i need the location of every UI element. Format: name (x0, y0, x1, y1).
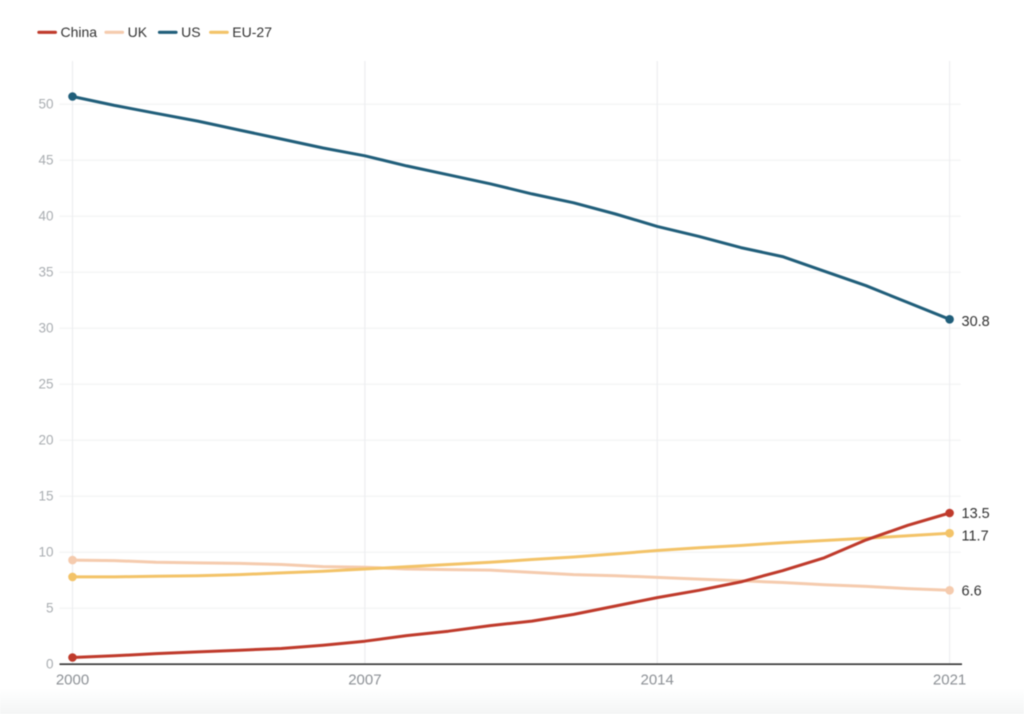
svg-text:50: 50 (38, 97, 53, 112)
svg-text:10: 10 (38, 545, 53, 560)
svg-text:30: 30 (38, 321, 53, 336)
svg-text:35: 35 (38, 265, 53, 280)
svg-text:40: 40 (38, 209, 53, 224)
svg-text:25: 25 (38, 377, 53, 392)
svg-text:13.5: 13.5 (962, 506, 990, 522)
svg-text:EU-27: EU-27 (232, 24, 272, 40)
svg-text:2021: 2021 (933, 672, 966, 689)
svg-text:11.7: 11.7 (962, 529, 989, 545)
svg-text:2000: 2000 (56, 672, 89, 689)
svg-text:2007: 2007 (348, 672, 381, 689)
svg-text:2014: 2014 (641, 672, 674, 689)
svg-text:30.8: 30.8 (962, 314, 990, 330)
svg-text:5: 5 (46, 601, 54, 616)
svg-text:0: 0 (46, 657, 54, 672)
svg-text:US: US (181, 24, 200, 40)
svg-text:20: 20 (38, 433, 53, 448)
svg-text:45: 45 (38, 153, 53, 168)
svg-text:China: China (61, 24, 98, 40)
svg-text:15: 15 (38, 489, 53, 504)
svg-text:UK: UK (128, 24, 148, 40)
svg-text:6.6: 6.6 (962, 583, 982, 599)
